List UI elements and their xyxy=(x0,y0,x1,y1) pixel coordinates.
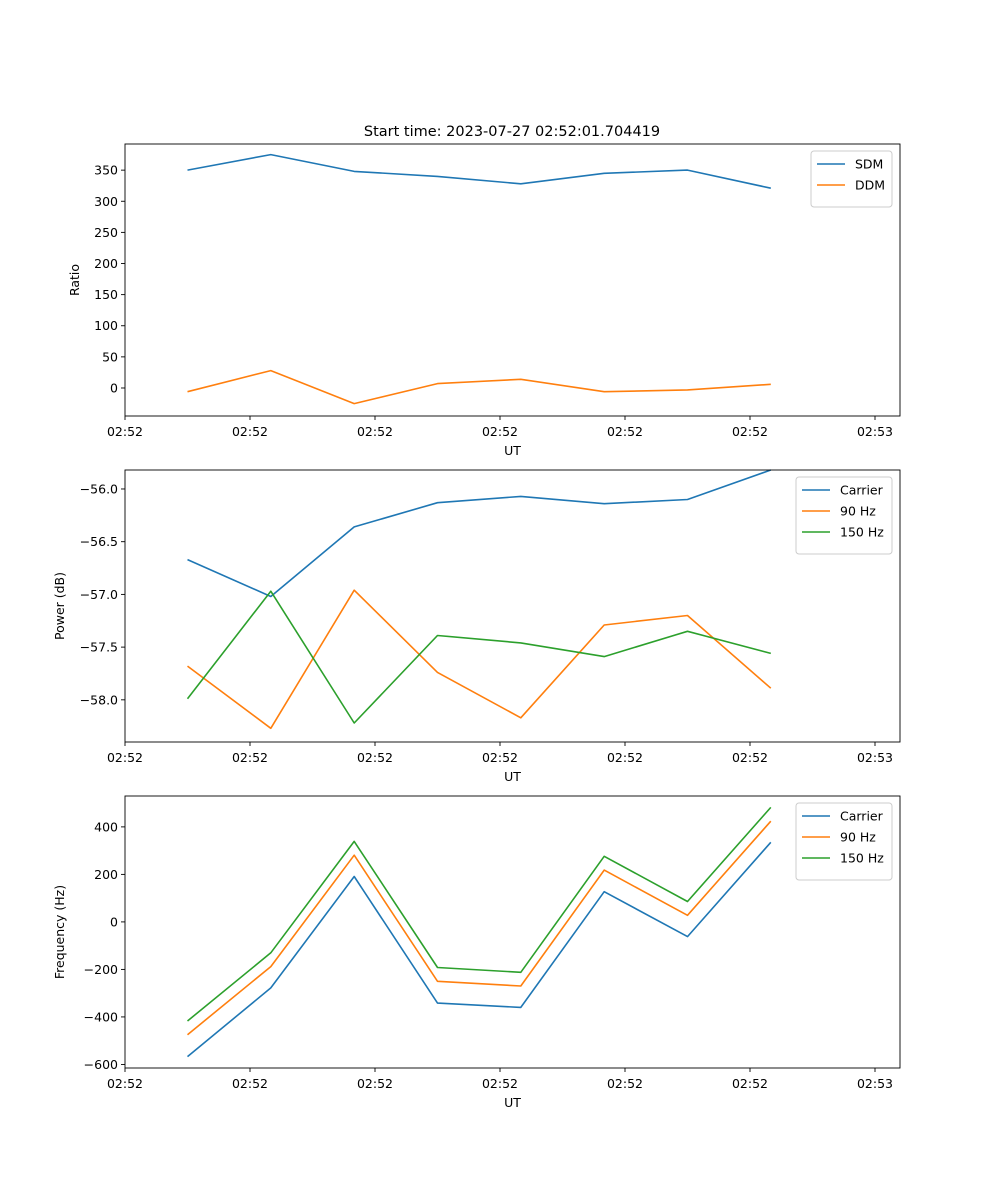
ratio-x-tick-label: 02:52 xyxy=(232,424,268,439)
power-legend-label-carrier: Carrier xyxy=(840,483,884,498)
frequency-y-tick-label: −400 xyxy=(84,1009,118,1024)
frequency-legend-box xyxy=(795,802,893,881)
frequency-series-150-hz-line xyxy=(186,806,772,1022)
frequency-x-tick-label: 02:52 xyxy=(107,1076,143,1091)
power-x-tick-label: 02:52 xyxy=(732,750,768,765)
power-axes-frame xyxy=(124,469,901,743)
frequency-legend: Carrier 90 Hz 150 Hz xyxy=(795,802,893,881)
ratio-x-tick-label: 02:52 xyxy=(482,424,518,439)
ratio-y-axis-label: Ratio xyxy=(67,264,82,296)
ratio-legend-box xyxy=(810,150,893,208)
frequency-y-axis-label: Frequency (Hz) xyxy=(52,885,67,979)
frequency-x-tick-label: 02:52 xyxy=(357,1076,393,1091)
ratio-y-tick-label: 50 xyxy=(102,349,118,364)
power-x-tick-label: 02:53 xyxy=(857,750,893,765)
power-y-tick-label: −56.5 xyxy=(80,534,118,549)
ratio-x-tick-label: 02:52 xyxy=(732,424,768,439)
power-series-carrier-line xyxy=(187,469,772,598)
power-y-axis-label: Power (dB) xyxy=(52,572,67,640)
power-series-150-hz-line xyxy=(186,590,772,724)
ratio-x-tick-label: 02:52 xyxy=(357,424,393,439)
power-x-tick-label: 02:52 xyxy=(482,750,518,765)
chart-title: Start time: 2023-07-27 02:52:01.704419 xyxy=(364,124,660,140)
frequency-x-tick-label: 02:52 xyxy=(232,1076,268,1091)
frequency-series-carrier-line xyxy=(186,841,772,1058)
ratio-panel: 02:52 02:52 02:52 02:52 02:52 02:52 02:53 0 50 10… xyxy=(67,143,901,458)
frequency-legend-label-150-hz: 150 Hz xyxy=(840,851,884,866)
power-y-tick-label: −56.0 xyxy=(80,481,118,496)
ratio-y-tick-label: 100 xyxy=(94,318,118,333)
ratio-x-tick-label: 02:53 xyxy=(857,424,893,439)
frequency-axes-frame xyxy=(124,795,901,1069)
power-legend-label-90-hz: 90 Hz xyxy=(840,504,876,519)
power-x-tick-label: 02:52 xyxy=(232,750,268,765)
frequency-x-axis-label: UT xyxy=(504,1095,521,1110)
power-y-tick-label: −57.5 xyxy=(80,640,118,655)
frequency-y-tick-label: −200 xyxy=(84,962,118,977)
power-y-tick-label: −57.0 xyxy=(80,587,118,602)
power-legend-label-150-hz: 150 Hz xyxy=(840,525,884,540)
ratio-series-ddm-line xyxy=(187,369,771,405)
frequency-x-tick-label: 02:52 xyxy=(482,1076,518,1091)
ratio-legend: SDM DDM xyxy=(810,150,893,208)
frequency-legend-label-carrier: Carrier xyxy=(840,809,884,824)
ratio-y-tick-label: 250 xyxy=(94,225,118,240)
ratio-y-tick-label: 200 xyxy=(94,256,118,271)
frequency-y-tick-label: 200 xyxy=(94,867,118,882)
frequency-panel: 02:52 02:52 02:52 02:52 02:52 02:52 02:53 −600 −… xyxy=(52,795,901,1110)
ratio-y-tick-label: 150 xyxy=(94,287,118,302)
ratio-legend-label-sdm: SDM xyxy=(855,157,883,172)
power-series-90-hz-line xyxy=(187,589,772,730)
power-legend-box xyxy=(795,476,893,555)
ratio-y-tick-label: 300 xyxy=(94,194,118,209)
frequency-y-tick-label: −600 xyxy=(84,1057,118,1072)
frequency-y-tick-label: 0 xyxy=(110,914,118,929)
power-y-tick-label: −58.0 xyxy=(80,692,118,707)
frequency-series-90-hz-line xyxy=(186,820,772,1036)
power-legend: Carrier 90 Hz 150 Hz xyxy=(795,476,893,555)
frequency-x-tick-label: 02:53 xyxy=(857,1076,893,1091)
power-panel: 02:52 02:52 02:52 02:52 02:52 02:52 02:53 −58.0… xyxy=(52,469,901,784)
frequency-x-tick-label: 02:52 xyxy=(732,1076,768,1091)
frequency-x-tick-label: 02:52 xyxy=(607,1076,643,1091)
ratio-x-tick-label: 02:52 xyxy=(107,424,143,439)
ratio-legend-label-ddm: DDM xyxy=(855,178,885,193)
power-x-tick-label: 02:52 xyxy=(607,750,643,765)
power-x-axis-label: UT xyxy=(504,769,521,784)
ratio-x-tick-label: 02:52 xyxy=(607,424,643,439)
frequency-legend-label-90-hz: 90 Hz xyxy=(840,830,876,845)
ratio-y-tick-label: 0 xyxy=(110,380,118,395)
ratio-axes-frame xyxy=(124,143,901,417)
power-x-tick-label: 02:52 xyxy=(357,750,393,765)
ratio-series-sdm-line xyxy=(187,153,771,189)
ratio-y-tick-label: 350 xyxy=(94,163,118,178)
frequency-y-tick-label: 400 xyxy=(94,819,118,834)
ratio-x-axis-label: UT xyxy=(504,443,521,458)
power-x-tick-label: 02:52 xyxy=(107,750,143,765)
